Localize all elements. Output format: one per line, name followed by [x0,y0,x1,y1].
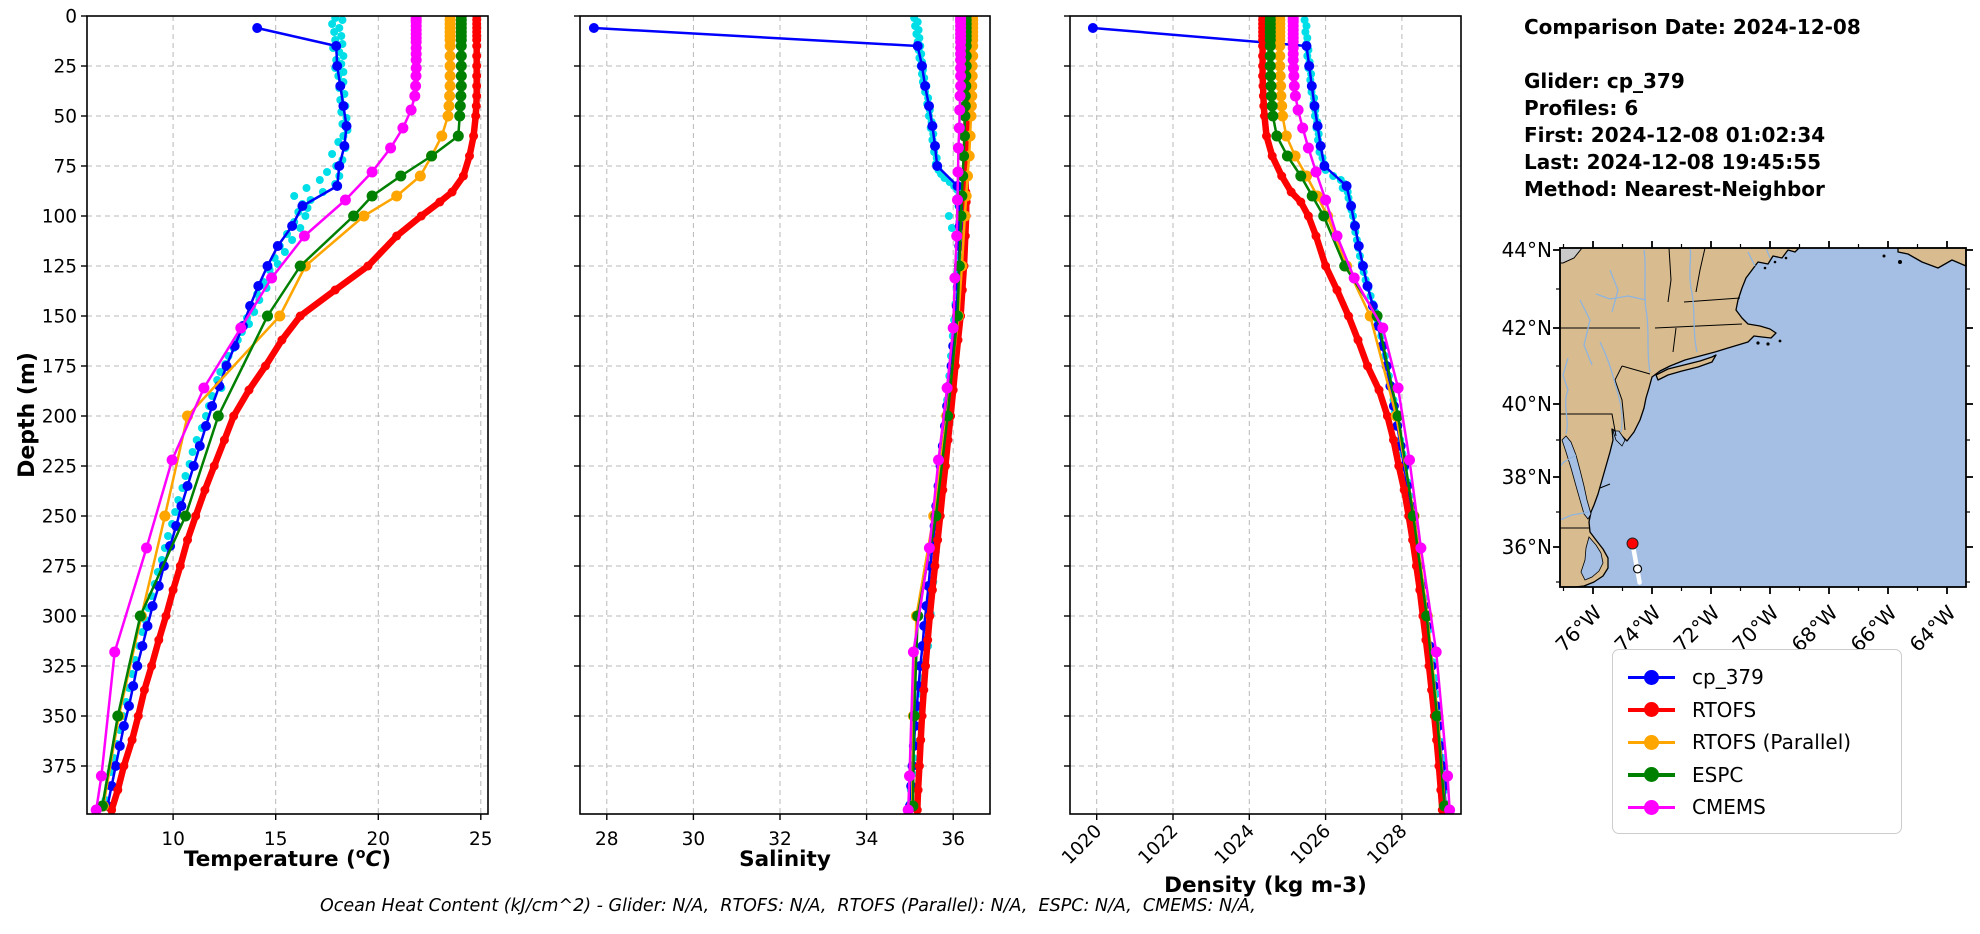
glider-track [1626,537,1643,585]
profiles-count: Profiles: 6 [1524,96,1639,120]
series-ESPC [96,16,467,812]
svg-text:75: 75 [53,157,77,178]
comparison-date: Comparison Date: 2024-12-08 [1524,15,1861,39]
legend-label: cp_379 [1692,665,1764,690]
map-border [1559,247,1967,588]
glider-last-position-marker [1632,564,1643,574]
map-bays [1561,430,1626,581]
svg-text:200: 200 [42,407,77,428]
map-long-island [1655,354,1717,381]
legend-item-rtofs-parallel: RTOFS (Parallel) [1628,726,1891,759]
series-RTOFS [107,16,482,814]
series-CMEMS [90,16,422,814]
legend-line-marker-icon [1628,799,1675,815]
legend-label: RTOFS [1692,697,1757,722]
svg-text:25: 25 [53,57,77,78]
legend-item-espc: ESPC [1628,759,1891,792]
svg-text:10: 10 [161,829,185,850]
svg-text:375: 375 [42,757,77,778]
map-rivers [1559,247,1771,521]
series-CMEMS [902,16,967,814]
legend-line-marker-icon [1628,702,1675,718]
depth-axis-label: Depth (m) [15,352,40,478]
map-lat-label: 44°N [1502,238,1552,262]
salinity-panel: 28 30 32 34 36 Salinity [574,15,991,872]
svg-text:0: 0 [65,7,77,28]
last-profile-time: Last: 2024-12-08 19:45:55 [1524,150,1822,174]
svg-text:100: 100 [42,207,77,228]
map-islands [1756,254,1902,346]
map-state-borders [1560,247,1743,529]
map-ticks [1553,241,1973,594]
ohc-caption: Ocean Heat Content (kJ/cm^2) - Glider: N… [320,896,1256,916]
svg-text:275: 275 [42,557,77,578]
legend-item-rtofs: RTOFS [1628,694,1891,727]
legend-line-marker-icon [1628,734,1675,750]
series-CMEMS [1287,16,1456,814]
map-mainland [1559,247,1800,588]
svg-text:50: 50 [53,107,77,128]
svg-text:250: 250 [42,507,77,528]
svg-text:34: 34 [855,829,879,850]
svg-text:20: 20 [367,829,391,850]
legend-label: ESPC [1692,762,1744,787]
legend-line-marker-icon [1628,767,1675,783]
legend: cp_379 RTOFS RTOFS (Parallel) ESPC CMEMS [1612,649,1902,834]
legend-item-cmems: CMEMS [1628,791,1891,824]
density-axis-label: Density (kg m-3) [1164,873,1367,898]
svg-text:30: 30 [682,829,706,850]
legend-line-marker-icon [1628,669,1675,685]
glider-name: Glider: cp_379 [1524,69,1685,93]
comparison-info: Comparison Date: 2024-12-08 Glider: cp_3… [1524,14,1861,203]
map-lon-label: 76°W [1551,600,1607,656]
map-lon-label: 64°W [1905,600,1961,656]
svg-text:175: 175 [42,357,77,378]
first-profile-time: First: 2024-12-08 01:02:34 [1524,123,1826,147]
salinity-axis-label: Salinity [739,847,831,872]
legend-label: RTOFS (Parallel) [1692,730,1852,755]
svg-text:36: 36 [941,829,965,850]
legend-label: CMEMS [1692,795,1766,820]
svg-text:150: 150 [42,307,77,328]
svg-text:300: 300 [42,607,77,628]
map-lat-label: 36°N [1502,535,1552,559]
temperature-panel: 10 15 20 2502550751001251501752002252502753… [15,7,493,873]
svg-text:28: 28 [595,829,619,850]
legend-item-cp_379: cp_379 [1628,661,1891,694]
map-lat-label: 42°N [1502,316,1552,340]
svg-text:125: 125 [42,257,77,278]
svg-text:25: 25 [469,829,493,850]
map-lat-label: 38°N [1502,465,1552,489]
info-spacer [1524,41,1861,68]
series-ESPC [1264,16,1451,812]
svg-text:15: 15 [264,829,288,850]
svg-text:32: 32 [768,829,792,850]
svg-text:225: 225 [42,457,77,478]
map-lat-label: 40°N [1502,392,1552,416]
glider-position-marker [1626,537,1639,550]
method: Method: Nearest-Neighbor [1524,177,1825,201]
svg-text:325: 325 [42,657,77,678]
svg-text:350: 350 [42,707,77,728]
